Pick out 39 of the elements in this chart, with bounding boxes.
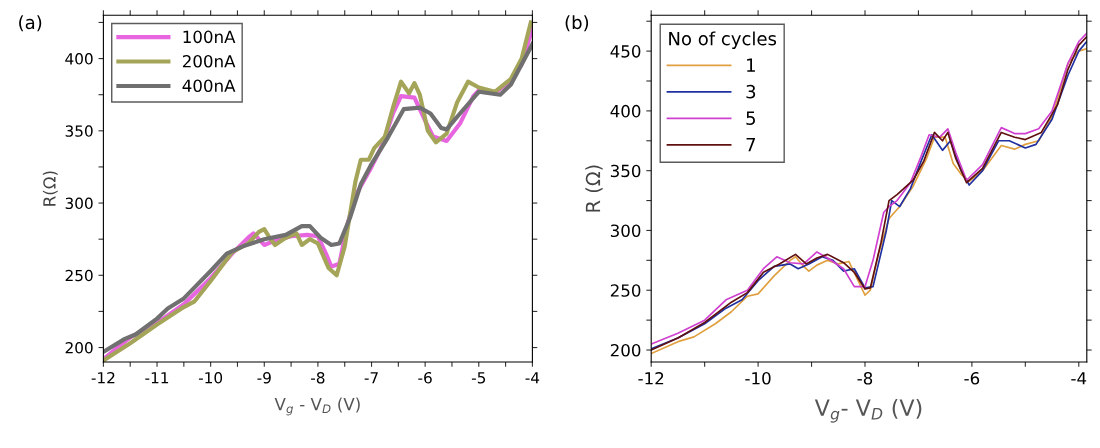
- y-tick-label: 300: [65, 197, 93, 210]
- x-tick-label: -6: [418, 371, 432, 384]
- legend-label: 5: [746, 111, 755, 125]
- x-axis-title: V$_{g}$ - V$_{D}$ (V): [274, 397, 360, 416]
- x-tick-label: -8: [311, 371, 325, 384]
- x-tick-label: -8: [857, 372, 873, 385]
- y-tick-label: 250: [65, 269, 93, 282]
- legend-label: 400nA: [182, 79, 236, 93]
- x-tick-label: -4: [525, 372, 540, 384]
- x-tick-label: -11: [145, 372, 169, 384]
- y-tick-label: 450: [610, 45, 641, 58]
- legend-label: 1: [747, 58, 755, 72]
- x-tick-label: -10: [198, 371, 223, 384]
- legend-title: No of cycles: [669, 31, 777, 49]
- y-tick-label: 250: [610, 284, 641, 297]
- legend-label: 100nA: [183, 30, 236, 44]
- chart-title: (a): [19, 15, 42, 32]
- x-tick-label: -4: [1071, 372, 1087, 385]
- x-tick-label: -6: [964, 372, 980, 385]
- legend-label: 7: [746, 138, 756, 152]
- y-tick-label: 350: [65, 125, 93, 137]
- y-tick-label: 400: [610, 104, 641, 118]
- x-tick-label: -12: [91, 371, 115, 384]
- x-tick-label: -7: [364, 372, 378, 384]
- x-tick-label: -5: [471, 372, 486, 384]
- x-tick-label: -10: [745, 372, 771, 385]
- y-axis-title: R (Ω): [585, 165, 603, 212]
- y-axis-title: R(Ω): [42, 171, 58, 206]
- y-tick-label: 200: [610, 343, 641, 357]
- x-tick-label: -9: [257, 371, 271, 384]
- y-tick-label: 350: [610, 164, 641, 178]
- y-tick-label: 400: [65, 53, 93, 65]
- legend-label: 200nA: [182, 54, 236, 68]
- chart-title: (b): [565, 15, 589, 32]
- legend-label: 3: [746, 84, 756, 99]
- x-tick-label: -12: [638, 372, 664, 385]
- y-tick-label: 300: [610, 224, 641, 238]
- x-axis-title: V$_{g}$- V$_{D}$ (V): [814, 398, 922, 423]
- y-tick-label: 200: [65, 342, 93, 354]
